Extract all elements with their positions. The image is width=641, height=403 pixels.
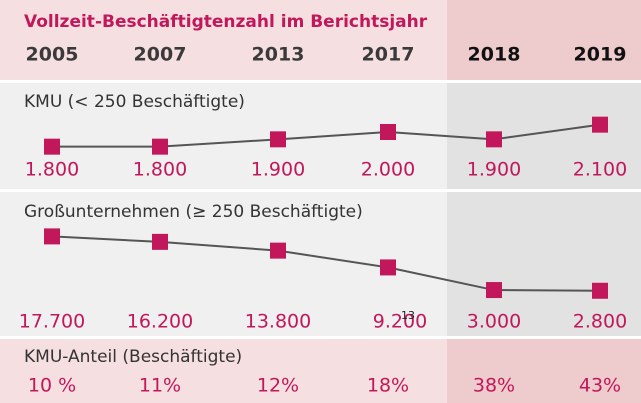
value-label: 1.900: [467, 159, 521, 181]
marker: [44, 228, 60, 245]
marker: [44, 138, 60, 155]
value-label: 17.700: [19, 311, 85, 333]
value-label: 3.000: [467, 311, 521, 333]
share-label: 12%: [257, 375, 299, 397]
panel-bg: [0, 192, 447, 336]
marker: [486, 282, 502, 299]
share-bg: [0, 339, 447, 403]
panel-bg: [0, 83, 447, 189]
marker: [380, 259, 396, 276]
share-label: 38%: [473, 375, 515, 397]
header-bg: [0, 0, 447, 80]
marker: [152, 233, 168, 250]
share-label: 11%: [139, 375, 181, 397]
marker: [270, 131, 286, 148]
year-label: 2007: [134, 44, 187, 66]
value-label: 2.000: [361, 159, 415, 181]
year-label: 2017: [362, 44, 415, 66]
share-bg-highlight: [447, 339, 641, 403]
footnote-mark: 13: [401, 309, 415, 322]
value-label: 2.800: [573, 311, 627, 333]
marker: [592, 282, 608, 299]
marker: [380, 124, 396, 140]
panel-title: KMU (< 250 Beschäftigte): [24, 92, 245, 112]
value-label: 13.800: [245, 311, 311, 333]
value-label: 1.800: [133, 159, 187, 181]
marker: [592, 116, 608, 133]
value-label: 2.100: [573, 159, 627, 181]
panel-bg-highlight: [447, 192, 641, 336]
year-label: 2005: [26, 44, 79, 66]
year-label: 2018: [468, 44, 521, 66]
year-label: 2019: [574, 44, 627, 66]
value-label: 1.900: [251, 159, 305, 181]
panel-bg-highlight: [447, 83, 641, 189]
marker: [270, 242, 286, 259]
share-label: 10 %: [28, 375, 76, 397]
value-label: 1.800: [25, 159, 79, 181]
header-title: Vollzeit-Beschäftigtenzahl im Berichtsja…: [24, 12, 428, 32]
share-label: 43%: [579, 375, 621, 397]
header-bg-highlight: [447, 0, 641, 80]
line: [51, 235, 601, 292]
share-title: KMU-Anteil (Beschäftigte): [24, 347, 242, 367]
value-label: 9.200: [373, 311, 427, 333]
marker: [152, 138, 168, 155]
panel-title: Großunternehmen (≥ 250 Beschäftigte): [24, 202, 363, 222]
year-label: 2013: [252, 44, 305, 66]
share-label: 18%: [367, 375, 409, 397]
line: [52, 123, 601, 148]
marker: [486, 131, 502, 148]
value-label: 16.200: [127, 311, 193, 333]
